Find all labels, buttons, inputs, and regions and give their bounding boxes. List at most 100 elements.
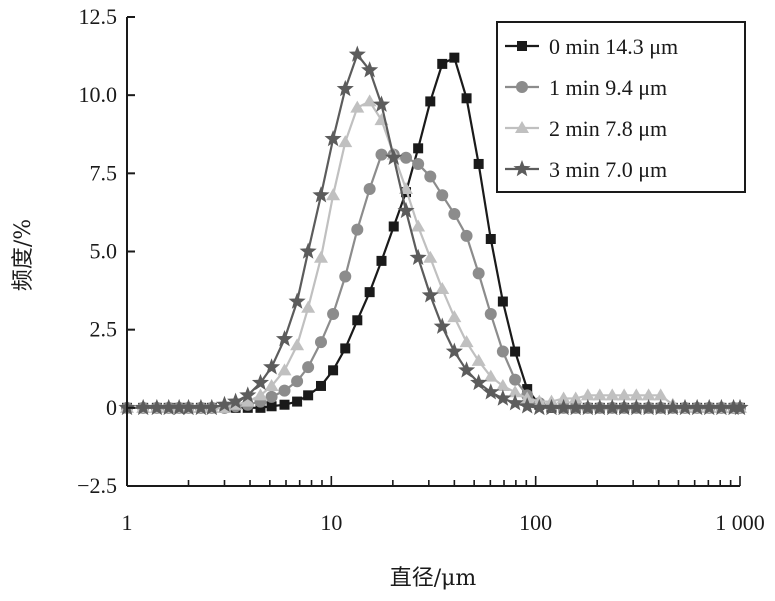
x-tick-label: 1 (122, 510, 133, 535)
axes: 12.5 10.0 7.5 5.0 2.5 0 −2.51 10 100 1 000 (77, 4, 765, 535)
x-tick-label: 1 000 (715, 510, 765, 535)
data-point-square (485, 233, 496, 244)
data-point-square (413, 143, 424, 154)
data-point-triangle (447, 310, 462, 323)
data-point-star (409, 248, 427, 266)
data-point-triangle (617, 388, 632, 401)
data-point-square (473, 158, 484, 169)
data-point-circle (278, 384, 291, 397)
data-point-star (470, 373, 488, 391)
data-point-star (239, 386, 257, 403)
data-point-star (458, 361, 476, 378)
data-point-star (312, 186, 330, 203)
data-point-star (676, 398, 694, 416)
data-point-triangle (459, 335, 474, 348)
data-point-star (385, 148, 403, 165)
data-point-star (506, 394, 524, 411)
data-point-square (388, 221, 399, 232)
data-point-circle (351, 223, 364, 236)
data-point-triangle (580, 388, 595, 401)
data-point-star (215, 395, 234, 412)
data-point-star (615, 398, 633, 416)
data-point-star (482, 383, 500, 400)
data-point-circle (436, 189, 449, 202)
data-point-square (328, 365, 339, 376)
legend-box (496, 21, 746, 193)
data-point-square (437, 58, 448, 69)
data-point-circle (448, 207, 461, 220)
data-point-triangle (277, 363, 292, 376)
data-point-star (664, 398, 682, 416)
data-point-circle (265, 390, 278, 403)
y-tick-label: 5.0 (90, 239, 118, 264)
data-point-star (494, 389, 512, 406)
data-point-triangle (495, 378, 510, 391)
data-point-triangle (264, 378, 279, 391)
y-tick-label: −2.5 (77, 473, 117, 498)
data-point-triangle (423, 250, 438, 263)
data-point-star (397, 201, 415, 219)
data-point-circle (516, 81, 528, 93)
data-point-star (299, 242, 317, 259)
data-point-triangle (653, 388, 668, 401)
data-point-triangle (629, 388, 644, 401)
data-point-triangle (338, 135, 353, 148)
data-point-square (340, 343, 351, 354)
data-point-triangle (471, 353, 486, 366)
y-tick-label: 2.5 (90, 317, 118, 342)
data-point-square (517, 41, 527, 51)
x-axis-title: 直径/μm (390, 566, 477, 591)
data-point-star (567, 398, 585, 416)
data-point-star (336, 79, 354, 97)
plot-area (118, 45, 749, 416)
data-point-star (603, 398, 621, 416)
data-point-star (627, 398, 645, 416)
y-tick-label: 12.5 (79, 4, 118, 29)
data-point-circle (339, 270, 352, 283)
data-point-circle (400, 151, 413, 164)
data-point-star (179, 398, 198, 416)
data-point-triangle (253, 388, 268, 401)
data-point-triangle (508, 385, 523, 398)
data-point-star (433, 317, 451, 334)
data-point-triangle (350, 100, 365, 113)
data-point-circle (314, 336, 327, 349)
data-point-square (255, 402, 266, 413)
data-point-star (170, 398, 188, 416)
data-point-square (497, 296, 508, 307)
data-point-star (288, 292, 306, 309)
data-point-star (192, 398, 210, 416)
data-point-triangle (313, 250, 328, 263)
data-point-triangle (605, 388, 620, 401)
data-point-star (652, 398, 670, 416)
data-point-circle (302, 361, 315, 374)
data-point-triangle (483, 369, 498, 382)
data-point-circle (509, 373, 522, 386)
data-point-square (292, 396, 303, 407)
data-point-star (160, 398, 178, 416)
data-point-star (148, 398, 166, 416)
data-point-triangle (568, 391, 583, 404)
data-point-square (522, 384, 533, 395)
data-point-star (324, 129, 342, 147)
data-point-circle (496, 345, 509, 358)
data-point-star (712, 398, 730, 416)
data-point-square (279, 399, 290, 410)
data-point-square (510, 346, 521, 357)
data-point-star (700, 398, 718, 416)
data-point-triangle (641, 388, 656, 401)
data-point-star (348, 45, 366, 62)
legend-label: 1 min 9.4 μm (549, 75, 667, 100)
data-point-triangle (435, 282, 450, 295)
data-point-square (364, 287, 375, 298)
data-point-star (555, 398, 573, 416)
data-point-circle (460, 229, 473, 242)
y-tick-label: 10.0 (79, 82, 118, 107)
data-point-star (227, 392, 245, 409)
x-tick-label: 100 (519, 510, 552, 535)
data-point-star (251, 373, 270, 391)
data-point-star (513, 160, 531, 177)
data-point-circle (327, 308, 340, 321)
data-point-circle (291, 375, 304, 388)
